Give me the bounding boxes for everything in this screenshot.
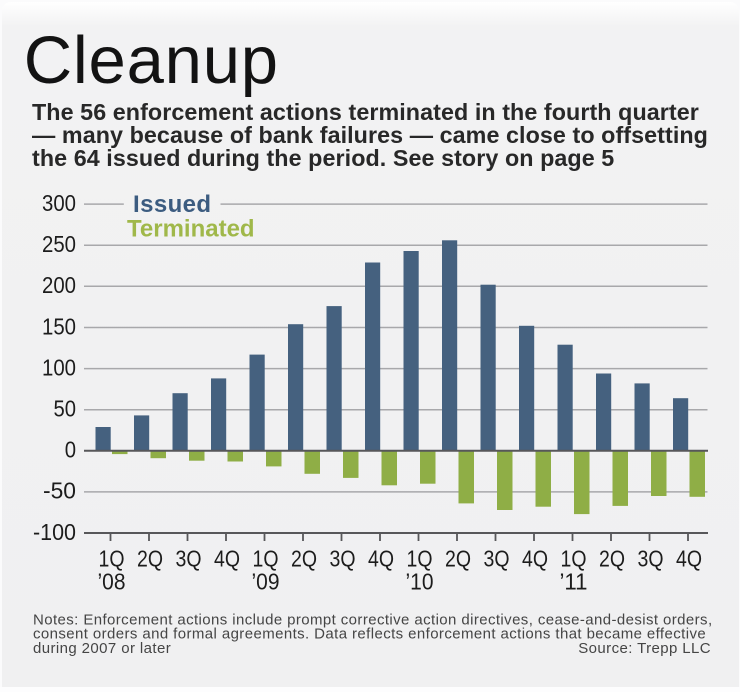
svg-text:4Q: 4Q: [676, 545, 702, 571]
svg-text:150: 150: [42, 313, 76, 339]
svg-text:1Q: 1Q: [99, 545, 125, 571]
svg-text:2Q: 2Q: [291, 545, 317, 571]
svg-text:-100: -100: [33, 519, 76, 545]
svg-text:Cleanup: Cleanup: [24, 23, 279, 98]
svg-text:’11: ’11: [560, 569, 588, 595]
svg-text:100: 100: [42, 354, 76, 380]
svg-text:Notes: Enforcement actions inc: Notes: Enforcement actions include promp…: [33, 612, 713, 629]
svg-text:2Q: 2Q: [137, 545, 163, 571]
svg-text:2Q: 2Q: [445, 545, 471, 571]
svg-text:Issued: Issued: [133, 191, 211, 218]
svg-text:’08: ’08: [98, 569, 126, 595]
svg-text:3Q: 3Q: [484, 545, 510, 571]
svg-text:3Q: 3Q: [176, 545, 202, 571]
svg-text:1Q: 1Q: [407, 545, 433, 571]
svg-text:4Q: 4Q: [368, 545, 394, 571]
svg-text:The 56 enforcement actions ter: The 56 enforcement actions terminated in…: [32, 99, 699, 125]
svg-text:the 64 issued during the perio: the 64 issued during the period. See sto…: [32, 145, 614, 171]
svg-text:’10: ’10: [406, 569, 434, 595]
svg-text:-50: -50: [43, 478, 76, 504]
svg-text:200: 200: [42, 272, 76, 298]
svg-text:— many because of bank failure: — many because of bank failures — came c…: [32, 122, 708, 148]
svg-text:0: 0: [65, 437, 76, 463]
svg-text:consent orders and formal agre: consent orders and formal agreements. Da…: [33, 626, 706, 643]
svg-text:during 2007 or later: during 2007 or later: [33, 640, 171, 657]
svg-text:50: 50: [54, 396, 77, 422]
svg-text:3Q: 3Q: [638, 545, 664, 571]
svg-text:1Q: 1Q: [561, 545, 587, 571]
svg-text:250: 250: [42, 231, 76, 257]
svg-text:Terminated: Terminated: [127, 216, 255, 243]
svg-text:Source: Trepp LLC: Source: Trepp LLC: [578, 640, 711, 657]
svg-text:3Q: 3Q: [330, 545, 356, 571]
svg-text:1Q: 1Q: [253, 545, 279, 571]
svg-text:300: 300: [42, 190, 76, 216]
svg-text:’09: ’09: [252, 569, 280, 595]
svg-text:4Q: 4Q: [522, 545, 548, 571]
svg-text:4Q: 4Q: [214, 545, 240, 571]
svg-text:2Q: 2Q: [599, 545, 625, 571]
